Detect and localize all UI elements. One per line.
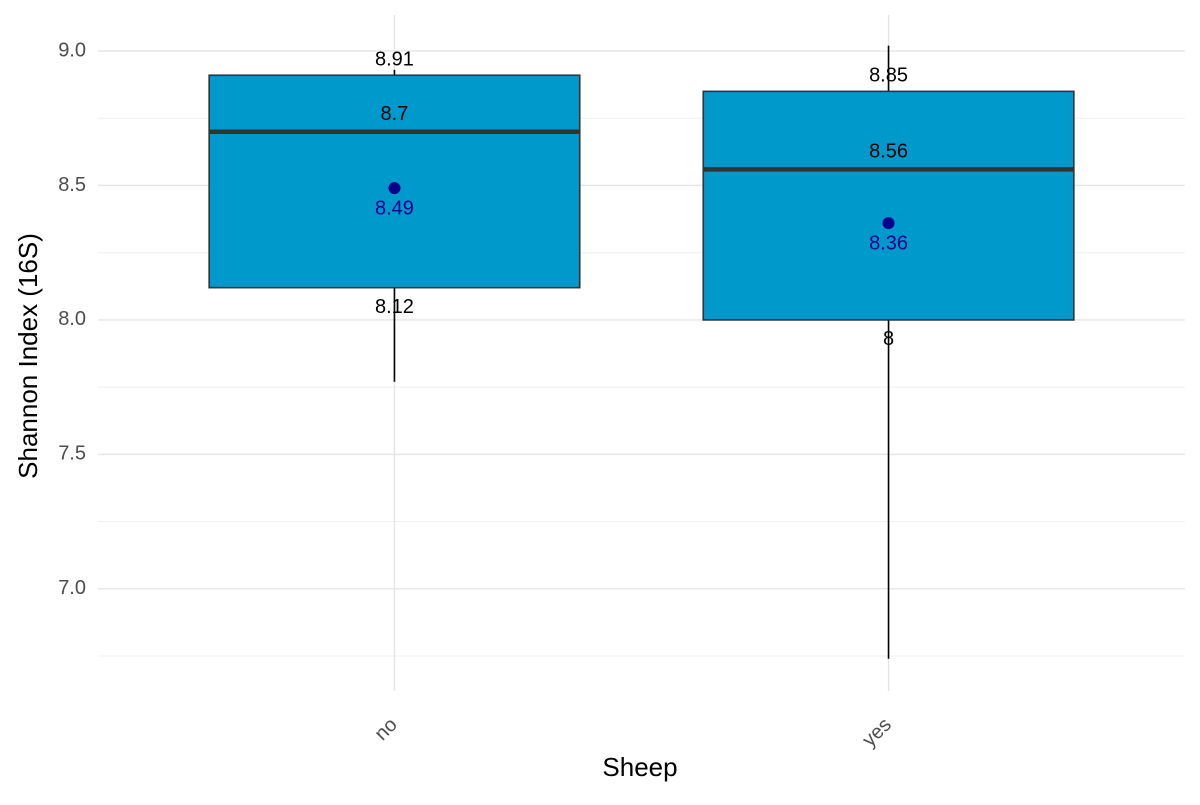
q1-label: 8.12: [375, 296, 414, 318]
q3-label: 8.85: [869, 65, 908, 87]
median-label: 8.56: [869, 141, 908, 163]
y-tick-label: 7.5: [58, 443, 86, 465]
q3-label: 8.91: [375, 49, 414, 71]
x-axis-title: Sheep: [602, 752, 677, 782]
x-tick-label: no: [370, 714, 401, 745]
box: [702, 90, 1075, 321]
y-axis-title: Shannon Index (16S): [13, 233, 43, 479]
box: [208, 74, 581, 289]
mean-label: 8.36: [869, 232, 908, 254]
mean-point: [882, 217, 895, 230]
x-tick-label: yes: [858, 714, 896, 752]
median-label: 8.7: [381, 103, 409, 125]
q1-label: 8: [883, 328, 894, 350]
mean-point: [388, 182, 401, 195]
y-tick-label: 9.0: [58, 39, 86, 61]
y-tick-label: 8.5: [58, 174, 86, 196]
y-tick-label: 7.0: [58, 577, 86, 599]
y-tick-label: 8.0: [58, 308, 86, 330]
mean-label: 8.49: [375, 197, 414, 219]
